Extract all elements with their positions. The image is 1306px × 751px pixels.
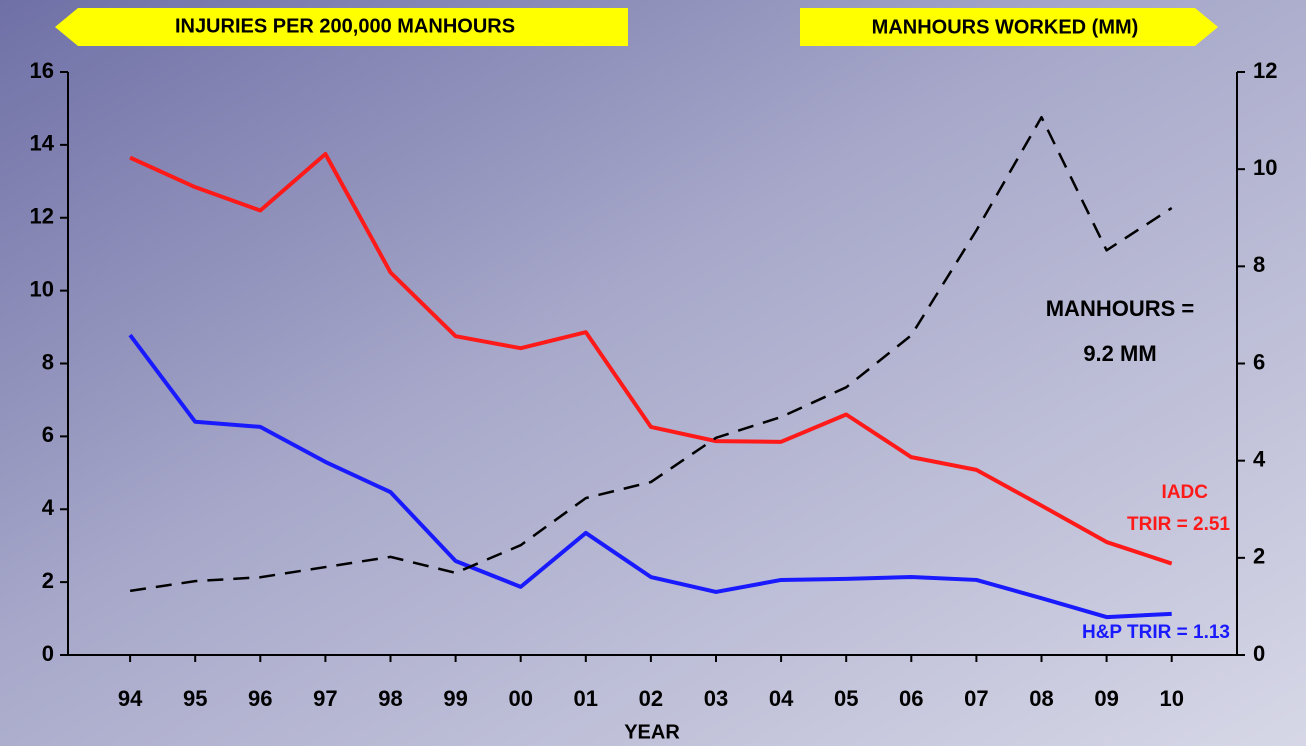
y-axis-title: INJURIES PER 200,000 MANHOURS [175, 15, 515, 37]
annotation: MANHOURS = [1046, 296, 1195, 321]
x-axis-title: YEAR [624, 721, 680, 743]
y2-tick-label: 2 [1253, 544, 1265, 569]
y-tick-label: 6 [42, 422, 54, 447]
y-tick-label: 16 [30, 58, 54, 83]
y2-tick-label: 12 [1253, 58, 1277, 83]
x-tick-label: 02 [639, 686, 663, 711]
x-tick-label: 09 [1094, 686, 1118, 711]
y2-tick-label: 6 [1253, 349, 1265, 374]
y-tick-label: 4 [42, 495, 55, 520]
annotation: TRIR = 2.51 [1127, 514, 1230, 535]
annotation: IADC [1162, 482, 1209, 503]
y2-tick-label: 0 [1253, 641, 1265, 666]
x-tick-label: 08 [1029, 686, 1053, 711]
y-tick-label: 14 [30, 131, 55, 156]
x-tick-label: 05 [834, 686, 858, 711]
x-tick-label: 00 [508, 686, 532, 711]
y2-tick-label: 4 [1253, 446, 1266, 471]
x-tick-label: 98 [378, 686, 402, 711]
x-tick-label: 96 [248, 686, 272, 711]
x-tick-label: 07 [964, 686, 988, 711]
y2-tick-label: 10 [1253, 155, 1277, 180]
x-tick-label: 10 [1159, 686, 1183, 711]
y2-tick-label: 8 [1253, 252, 1265, 277]
y-tick-label: 12 [30, 204, 54, 229]
y-tick-label: 0 [42, 641, 54, 666]
y-tick-label: 10 [30, 276, 54, 301]
page: INJURIES PER 200,000 MANHOURS MANHOURS W… [0, 0, 1306, 746]
y-tick-label: 8 [42, 349, 54, 374]
x-tick-label: 99 [443, 686, 467, 711]
x-tick-label: 06 [899, 686, 923, 711]
annotation: 9.2 MM [1083, 341, 1156, 366]
x-tick-label: 97 [313, 686, 337, 711]
annotation: H&P TRIR = 1.13 [1082, 622, 1230, 643]
x-tick-label: 03 [704, 686, 728, 711]
x-tick-label: 94 [118, 686, 143, 711]
x-tick-label: 01 [574, 686, 598, 711]
y-tick-label: 2 [42, 568, 54, 593]
chart: INJURIES PER 200,000 MANHOURS MANHOURS W… [0, 0, 1306, 746]
y2-axis-title: MANHOURS WORKED (MM) [872, 16, 1139, 38]
x-tick-label: 95 [183, 686, 207, 711]
x-tick-label: 04 [769, 686, 794, 711]
